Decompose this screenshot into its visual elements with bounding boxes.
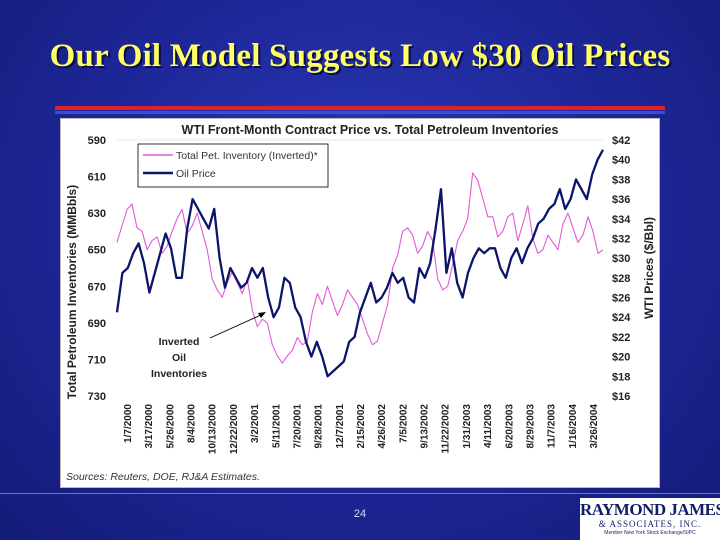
left-tick-label: 730 <box>88 391 106 403</box>
legend-inventory-label: Total Pet. Inventory (Inverted)* <box>176 150 318 162</box>
logo-tagline: Member New York Stock Exchange/SIPC <box>604 530 696 536</box>
left-tick-label: 690 <box>88 318 106 330</box>
x-tick-label: 7/20/2001 <box>292 404 303 449</box>
x-tick-label: 5/26/2000 <box>165 404 176 449</box>
right-tick-label: $16 <box>612 391 630 403</box>
right-tick-label: $26 <box>612 293 630 305</box>
x-tick-label: 3/26/2004 <box>589 404 600 449</box>
inventory-line <box>116 172 604 364</box>
right-tick-label: $28 <box>612 273 630 285</box>
oil-price-line <box>115 149 605 378</box>
x-tick-label: 8/4/2000 <box>187 404 198 443</box>
annotation-line-2: Oil <box>172 352 186 364</box>
x-tick-label: 1/7/2000 <box>123 404 134 443</box>
x-tick-label: 11/7/2003 <box>547 404 558 448</box>
x-tick-label: 4/26/2002 <box>377 404 388 449</box>
x-tick-label: 7/5/2002 <box>398 404 409 443</box>
legend-oil-label: Oil Price <box>176 168 216 180</box>
right-tick-label: $34 <box>612 214 631 226</box>
right-tick-label: $22 <box>612 332 630 344</box>
x-tick-label: 6/20/2003 <box>504 404 515 449</box>
x-tick-label: 11/22/2002 <box>441 404 452 454</box>
x-tick-label: 2/15/2002 <box>356 404 367 449</box>
left-tick-label: 630 <box>88 208 106 220</box>
right-tick-label: $30 <box>612 253 630 265</box>
left-axis-label: Total Petroleum Inventories (MMBbls) <box>65 185 79 399</box>
annotation-arrow <box>209 313 264 339</box>
logo-sub: & ASSOCIATES, INC. <box>598 519 702 529</box>
x-tick-label: 4/11/2003 <box>483 404 494 448</box>
left-tick-label: 670 <box>88 281 106 293</box>
x-tick-label: 1/31/2003 <box>462 404 473 449</box>
left-tick-label: 610 <box>88 172 106 184</box>
x-tick-label: 5/11/2001 <box>271 404 282 448</box>
x-tick-label: 12/7/2001 <box>335 404 346 449</box>
slide-title: Our Oil Model Suggests Low $30 Oil Price… <box>49 38 671 74</box>
logo-name: RAYMOND JAMES <box>580 500 720 519</box>
title-rule-red <box>55 106 665 110</box>
chart-panel: 590 610 630 650 670 690 710 730 $42 $40 $38 $36 $34… <box>60 118 660 488</box>
legend-box <box>137 143 329 188</box>
x-tick-label: 3/17/2000 <box>144 404 155 449</box>
right-tick-label: $18 <box>612 371 630 383</box>
left-tick-label: 710 <box>88 354 106 366</box>
x-tick-label: 1/16/2004 <box>568 404 579 449</box>
raymond-james-logo: RAYMOND JAMES & ASSOCIATES, INC. Member … <box>580 498 720 540</box>
annotation-line-3: Inventories <box>151 368 207 380</box>
chart-border <box>60 118 660 488</box>
right-tick-label: $36 <box>612 194 630 206</box>
annotation-line-1: Inverted <box>159 336 200 348</box>
right-tick-label: $38 <box>612 174 630 186</box>
left-tick-label: 650 <box>88 245 106 257</box>
annotation: Inverted Oil Inventories <box>151 312 266 380</box>
right-tick-label: $20 <box>612 352 630 364</box>
annotation-arrowhead <box>258 312 266 318</box>
x-tick-label: 12/22/2000 <box>229 404 240 454</box>
left-tick-label: 590 <box>88 135 106 147</box>
title-rule-blue <box>55 111 665 114</box>
right-axis-label: WTI Prices ($/Bbl) <box>642 217 656 319</box>
x-tick-label: 3/2/2001 <box>250 404 261 443</box>
right-tick-label: $32 <box>612 233 630 245</box>
chart-source: Sources: Reuters, DOE, RJ&A Estimates. <box>66 471 260 483</box>
right-tick-label: $24 <box>612 312 631 324</box>
x-tick-label: 8/29/2003 <box>525 404 536 449</box>
page-number: 24 <box>353 508 367 520</box>
right-tick-label: $40 <box>612 155 630 167</box>
chart-title: WTI Front-Month Contract Price vs. Total… <box>182 123 559 137</box>
x-tick-label: 10/13/2000 <box>208 404 219 454</box>
x-tick-label: 9/13/2002 <box>420 404 431 449</box>
x-tick-label: 9/28/2001 <box>314 404 325 449</box>
right-tick-label: $42 <box>612 135 630 147</box>
footer-rule <box>0 493 720 494</box>
chart-svg: 590 610 630 650 670 690 710 730 $42 $40 $38 $36 $34… <box>60 118 660 488</box>
